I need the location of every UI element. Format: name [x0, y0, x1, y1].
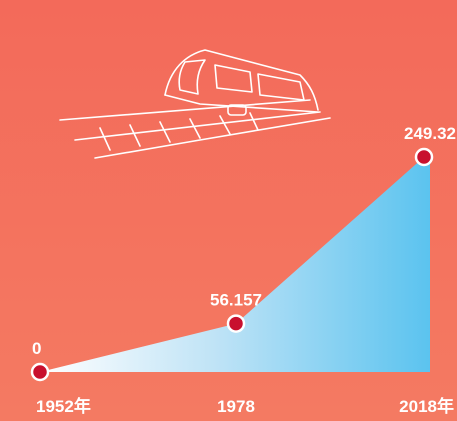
value-label: 0 [32, 339, 41, 358]
train-illustration [59, 49, 331, 159]
data-point [226, 314, 246, 333]
data-point [414, 147, 434, 167]
x-tick-label: 2018年 [399, 396, 454, 416]
area [40, 157, 430, 372]
data-point [30, 362, 50, 382]
x-tick-label: 1952年 [36, 396, 91, 416]
x-tick-label: 1978 [217, 397, 255, 416]
value-label: 56.157 [210, 291, 262, 310]
value-label: 249.32 [404, 124, 456, 143]
